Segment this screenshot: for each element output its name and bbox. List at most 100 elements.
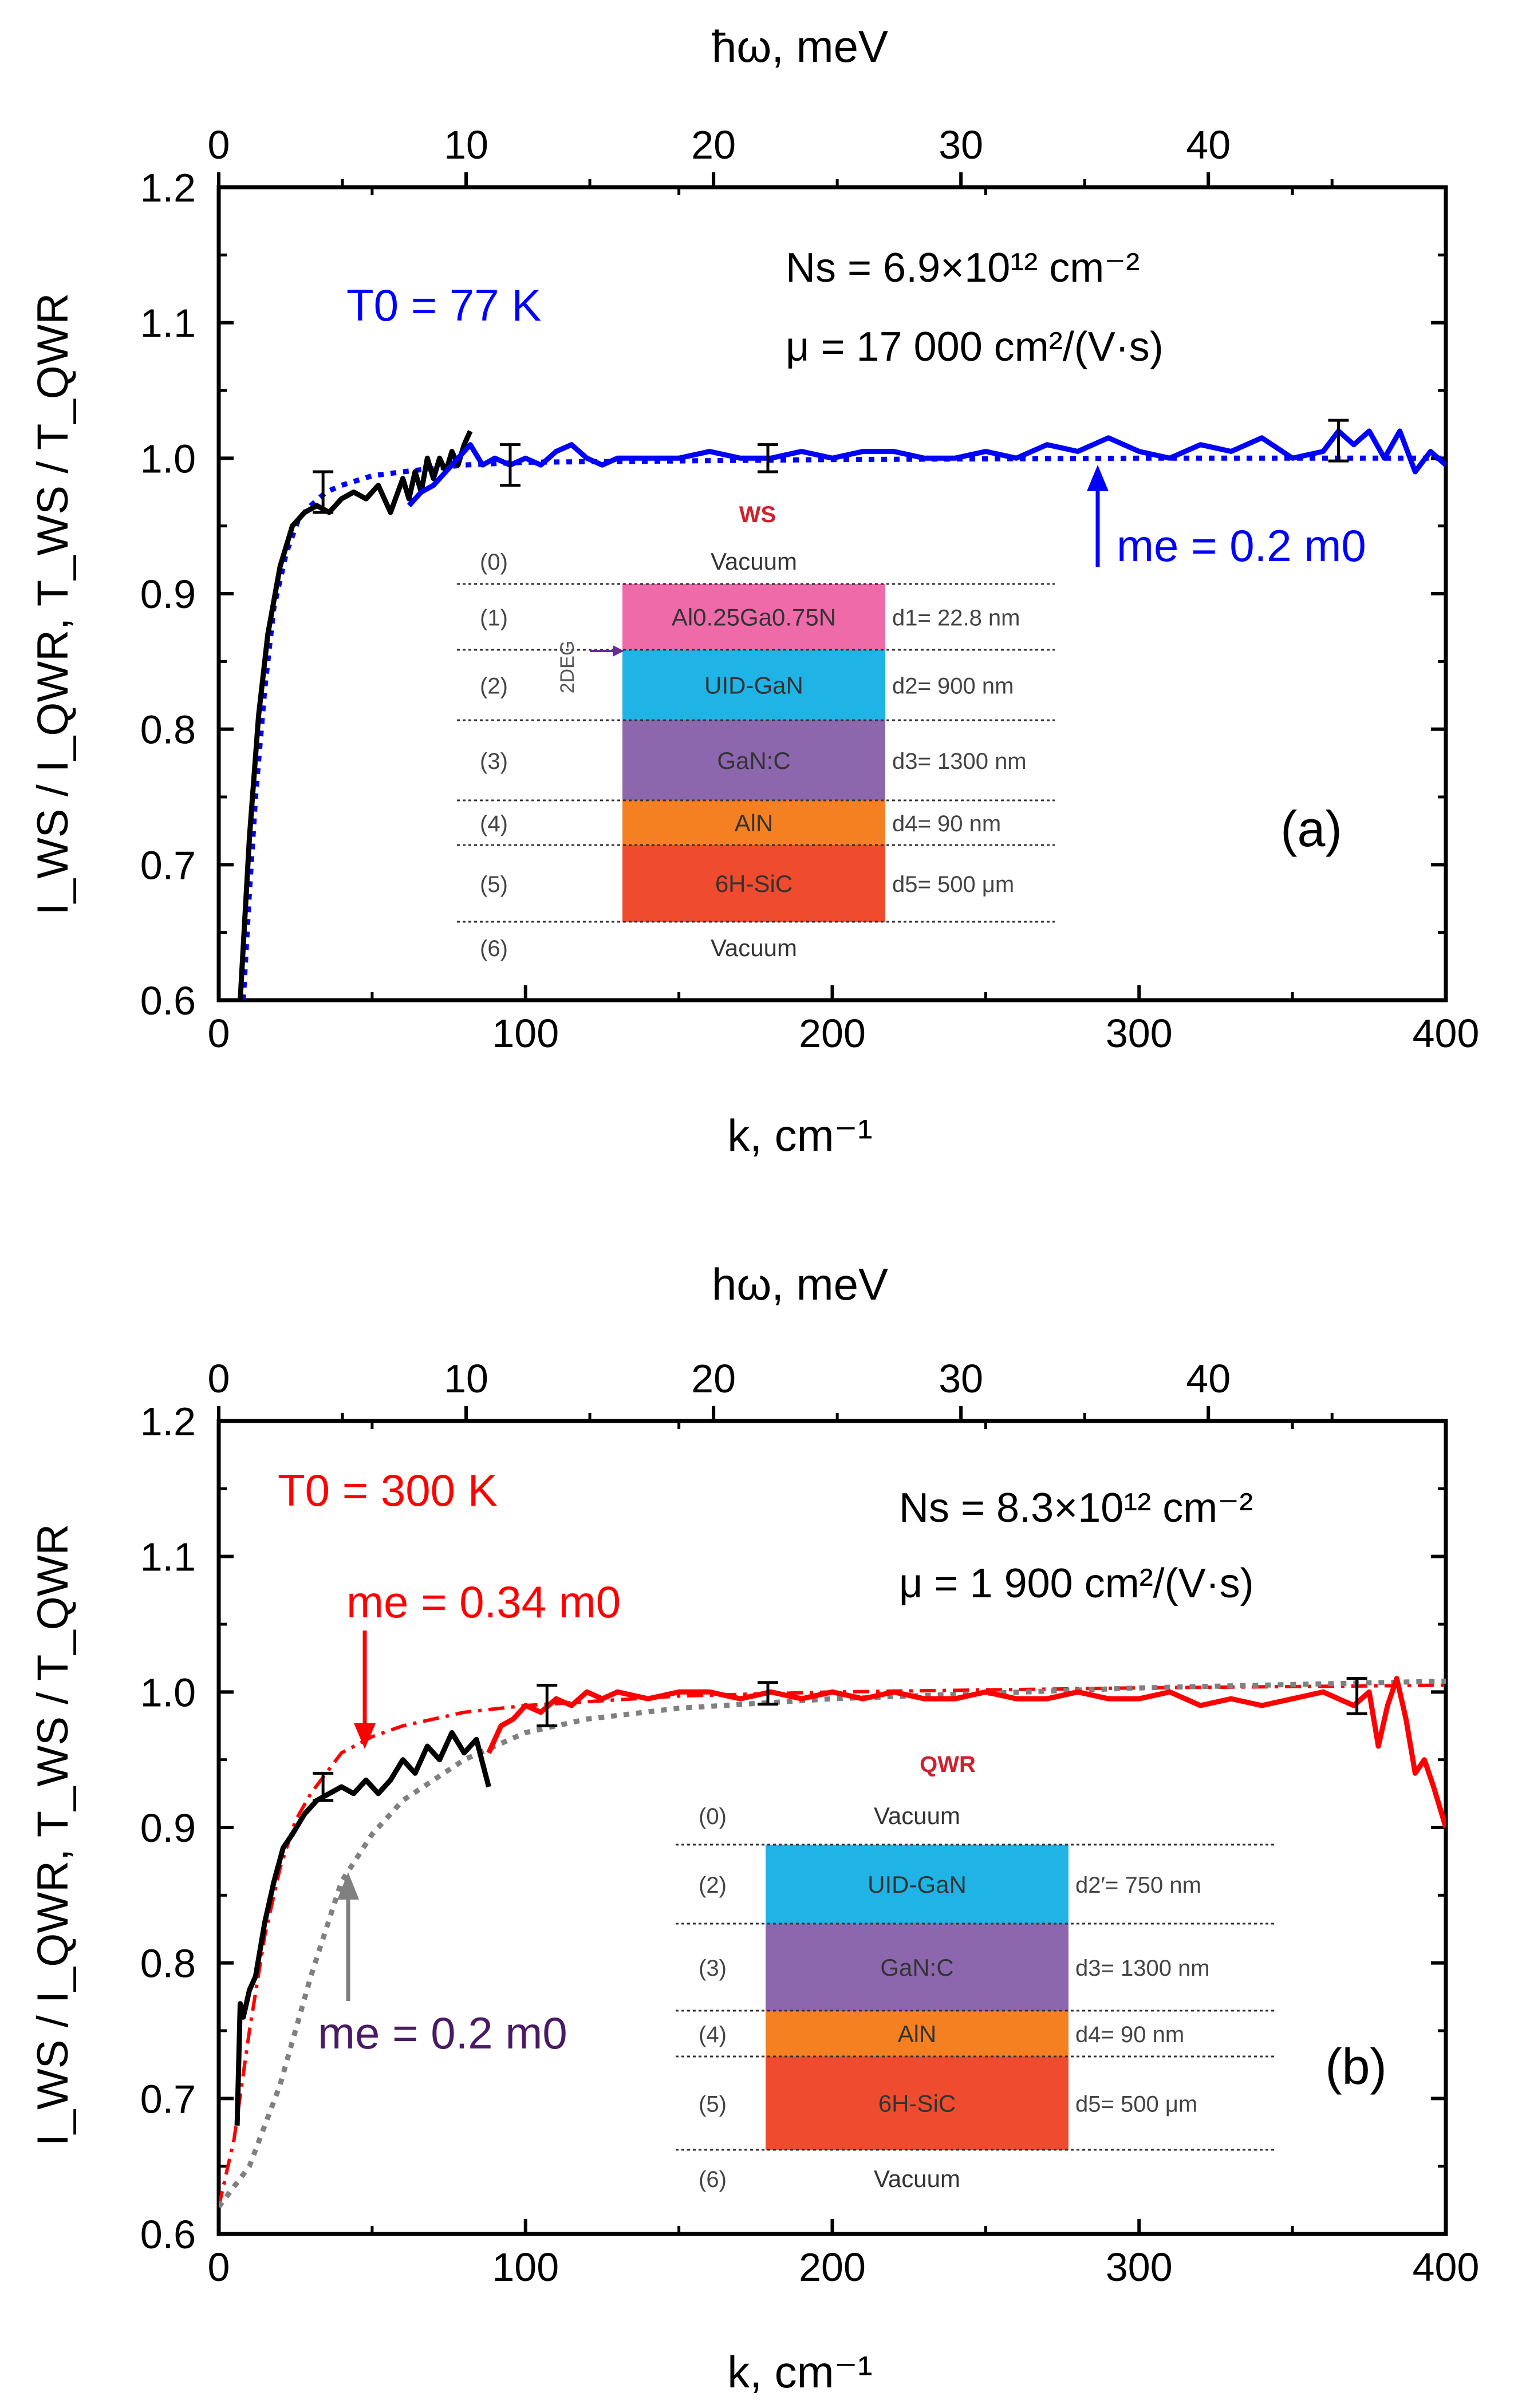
x-tick-label: 0 [208, 2245, 230, 2289]
top-tick-label: 30 [939, 1356, 983, 1401]
mass-arrow [1087, 465, 1109, 567]
y-tick-label: 1.1 [140, 1535, 196, 1580]
y-tick-label: 1.2 [140, 165, 196, 210]
layer-material: GaN:C [880, 1954, 953, 1981]
layer-thickness: d2= 900 nm [892, 674, 1014, 699]
x-axis-label: k, cm⁻¹ [727, 1110, 872, 1160]
layer-material: UID-GaN [704, 672, 803, 699]
layer-stack-inset: WS (0) Vacuum(1) Al0.25Ga0.75N d1= 22.8 nm(… [457, 502, 1055, 961]
error-bar [499, 443, 521, 487]
error-bar [1346, 1677, 1367, 1715]
error-bar [537, 1684, 558, 1727]
top-tick-label: 0 [208, 1356, 230, 1401]
panel-label: (a) [1280, 800, 1342, 857]
inset-layer-row: (3) GaN:C d3= 1300 nm [480, 720, 1027, 800]
x-tick-label: 400 [1413, 2245, 1480, 2289]
y-tick-label: 0.8 [140, 1941, 196, 1986]
layer-material: Vacuum [711, 548, 797, 575]
inset-layer-row: (6) Vacuum [699, 2165, 960, 2192]
x-axis-label: k, cm⁻¹ [727, 2347, 872, 2397]
layer-material: AlN [898, 2020, 937, 2047]
error-bar [313, 1771, 334, 1802]
2deg-label: 2DEG [557, 641, 578, 694]
error-bar [313, 470, 334, 514]
series-line [234, 1730, 491, 2126]
error-bar [757, 443, 778, 473]
layer-material: 6H-SiC [878, 2090, 956, 2117]
x-tick-label: 400 [1413, 1011, 1480, 1056]
layer-block [622, 720, 885, 800]
layer-index: (1) [480, 606, 508, 631]
inset-layer-row: (3) GaN:C d3= 1300 nm [699, 1924, 1210, 2011]
temperature-label: T0 = 77 K [346, 280, 541, 330]
mass-annotation-red: me = 0.34 m0 [346, 1577, 621, 1627]
layer-thickness: d2′= 750 nm [1075, 1873, 1201, 1898]
axis-ticks: 0 100 200 300 400 0 10 20 30 40 0.6 0.7 0.8 0.9 1.0 1.1… [140, 123, 1480, 1056]
layer-material: UID-GaN [868, 1871, 967, 1898]
layer-index: (2) [699, 1873, 727, 1898]
mobility-label: μ = 17 000 cm²/(V·s) [786, 324, 1164, 370]
ns-label: Ns = 8.3×10¹² cm⁻² [899, 1485, 1253, 1531]
layer-material: Vacuum [874, 1802, 960, 1829]
temperature-label: T0 = 300 K [278, 1465, 498, 1515]
y-tick-label: 0.9 [140, 1806, 196, 1850]
layer-block [622, 650, 885, 720]
mobility-label: μ = 1 900 cm²/(V·s) [899, 1561, 1254, 1606]
x-tick-label: 300 [1106, 2245, 1173, 2289]
axis-ticks: 0 100 200 300 400 0 10 20 30 40 0.6 0.7 0.8 0.9 1.0 1.1… [140, 1356, 1480, 2289]
layer-block [766, 1845, 1068, 1924]
2deg-arrow [590, 645, 624, 657]
error-bar [757, 1681, 778, 1706]
y-tick-label: 0.7 [140, 2077, 196, 2121]
y-axis-label: I_WS / I_QWR, T_WS / T_QWR [29, 1524, 77, 2146]
inset-layer-row: (5) 6H-SiC d5= 500 μm [480, 845, 1014, 922]
top-axis-label: ħω, meV [712, 21, 888, 72]
plot-data [238, 428, 1446, 1000]
inset-layer-row: (1) Al0.25Ga0.75N d1= 22.8 nm [480, 584, 1020, 650]
layer-stack-inset: QWR (0) Vacuum (2) UID-GaN d2′= 750 nm (3) GaN… [676, 1752, 1274, 2192]
y-tick-label: 1.1 [140, 301, 196, 346]
top-tick-label: 10 [444, 1356, 488, 1401]
layer-index: (0) [699, 1804, 727, 1829]
inset-layer-row: (0) Vacuum [480, 548, 797, 575]
series-line [240, 455, 1446, 1000]
y-tick-label: 0.9 [140, 572, 196, 617]
layer-index: (0) [480, 550, 508, 575]
layer-index: (3) [699, 1956, 727, 1981]
layer-material: Al0.25Ga0.75N [672, 604, 836, 631]
top-tick-label: 20 [691, 1356, 736, 1401]
inset-layer-row: (0) Vacuum [699, 1802, 960, 1829]
layer-index: (3) [480, 749, 508, 774]
inset-layer-row: (2) UID-GaN d2′= 750 nm [699, 1845, 1201, 1924]
top-tick-label: 40 [1186, 123, 1231, 167]
layer-material: GaN:C [717, 747, 790, 774]
layer-thickness: d3= 1300 nm [892, 749, 1027, 774]
layer-block [622, 845, 885, 922]
layer-index: (2) [480, 674, 508, 699]
error-bar [1328, 419, 1349, 463]
plot-data [219, 1676, 1446, 2209]
layer-thickness: d5= 500 μm [1075, 2092, 1197, 2117]
inset-layer-row: (2) UID-GaN d2= 900 nm [480, 650, 1014, 720]
layer-thickness: d5= 500 μm [892, 872, 1014, 897]
layer-block [622, 800, 885, 845]
ns-label: Ns = 6.9×10¹² cm⁻² [786, 245, 1140, 291]
y-tick-label: 0.8 [140, 708, 196, 752]
layer-material: AlN [735, 810, 774, 836]
y-axis-label: I_WS / I_QWR, T_WS / T_QWR [29, 293, 77, 915]
panel-a: ħω, meV k, cm⁻¹ I_WS / I_QWR, T_WS / T_Q… [29, 21, 1479, 1160]
layer-index: (6) [480, 936, 508, 961]
layer-index: (4) [480, 811, 508, 836]
layer-index: (6) [699, 2167, 727, 2192]
mass-arrow-red [354, 1631, 376, 1749]
layer-thickness: d4= 90 nm [1075, 2022, 1184, 2047]
x-tick-label: 0 [208, 1011, 230, 1056]
layer-thickness: d3= 1300 nm [1075, 1956, 1210, 1981]
x-tick-label: 300 [1106, 1011, 1173, 1056]
layer-material: Vacuum [711, 934, 797, 961]
top-tick-label: 20 [691, 123, 736, 167]
layer-index: (5) [480, 872, 508, 897]
mass-arrow-gray [337, 1872, 359, 2001]
y-tick-label: 0.6 [140, 978, 196, 1023]
layer-block [766, 2011, 1068, 2056]
